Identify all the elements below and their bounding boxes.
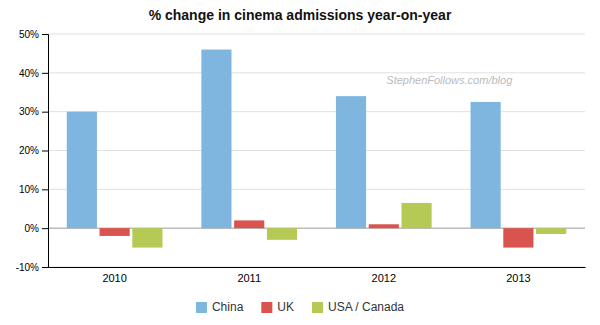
y-axis: -10% 0% 10% 20% 30% 40% 50%	[16, 29, 49, 273]
title: % change in cinema admissions year-on-ye…	[149, 7, 452, 23]
bar	[234, 220, 264, 228]
chart: -10% 0% 10% 20% 30% 40% 50% 2010 2011 2012 2013 Ste…	[0, 0, 600, 325]
bar	[67, 112, 97, 228]
x-tick: 2013	[506, 267, 530, 284]
tick-label: 2012	[372, 272, 396, 284]
legend-label: USA / Canada	[328, 300, 404, 314]
legend-swatch	[196, 302, 207, 313]
y-tick: 40%	[19, 68, 48, 79]
legend-item: UK	[261, 300, 294, 314]
tick-mark	[42, 34, 48, 35]
legend-label: UK	[277, 300, 294, 314]
tick-mark	[42, 73, 48, 74]
tick-label: 2013	[506, 272, 530, 284]
grid-line	[48, 34, 585, 35]
axis-line	[42, 35, 49, 268]
grid-line	[48, 150, 585, 151]
grid-line	[48, 111, 585, 112]
bar	[132, 228, 162, 247]
tick-mark	[42, 112, 48, 113]
tick-label: 2010	[102, 272, 126, 284]
y-tick: 10%	[19, 184, 48, 195]
x-tick: 2011	[237, 267, 261, 284]
bar	[100, 228, 130, 236]
tick-mark	[42, 151, 48, 152]
legend-item: China	[196, 300, 244, 314]
bars	[67, 50, 566, 248]
tick-label: 30%	[19, 106, 39, 117]
tick-label: 2011	[237, 272, 261, 284]
bar	[536, 228, 566, 234]
x-axis: 2010 2011 2012 2013	[49, 267, 586, 284]
tick-label: 20%	[19, 145, 39, 156]
tick-label: -10%	[16, 262, 39, 273]
legend-swatch	[312, 302, 323, 313]
tick-label: 0%	[25, 223, 40, 234]
tick-mark	[42, 267, 48, 268]
bar	[369, 224, 399, 228]
tick-label: 10%	[19, 184, 39, 195]
legend-swatch	[261, 302, 272, 313]
bar-series	[100, 220, 534, 247]
y-tick: -10%	[16, 262, 48, 273]
bar-series	[132, 203, 566, 248]
legend-item: USA / Canada	[312, 300, 404, 314]
tick-mark	[42, 228, 48, 229]
y-tick: 0%	[25, 223, 48, 234]
bar	[471, 102, 501, 228]
x-tick: 2012	[372, 267, 396, 284]
grid	[48, 34, 585, 267]
grid-line	[48, 189, 585, 190]
tick-label: 50%	[19, 29, 39, 40]
x-tick: 2010	[102, 267, 126, 284]
legend-label: China	[212, 300, 244, 314]
tick-mark	[42, 189, 48, 190]
bar	[503, 228, 533, 247]
tick-label: 40%	[19, 68, 39, 79]
legend: China UK USA / Canada	[196, 300, 404, 314]
annotation: StephenFollows.com/blog	[386, 74, 513, 86]
bar	[401, 203, 431, 228]
grid-line	[48, 267, 585, 268]
y-tick: 20%	[19, 145, 48, 156]
bar	[336, 96, 366, 228]
bar	[267, 228, 297, 240]
y-tick: 30%	[19, 106, 48, 117]
y-tick: 50%	[19, 29, 48, 40]
bar	[201, 50, 231, 229]
axis-line	[49, 267, 586, 268]
